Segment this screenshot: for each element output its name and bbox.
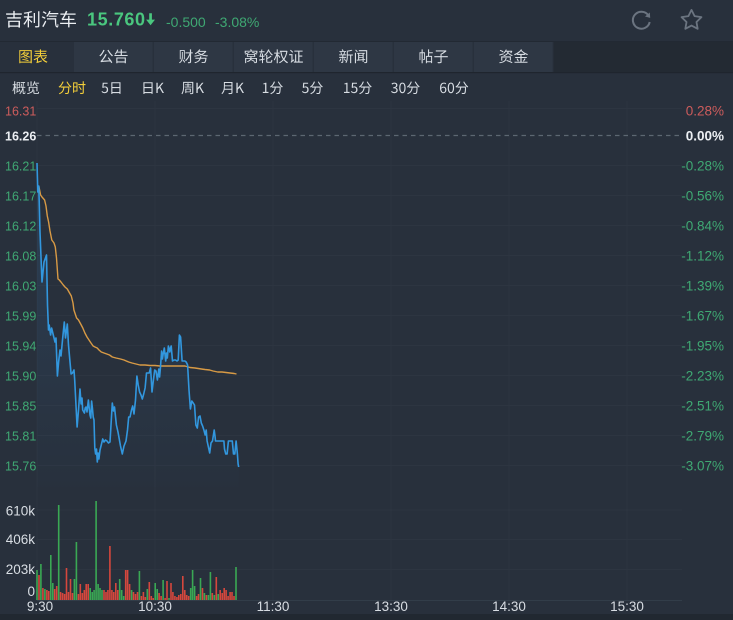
svg-text:-0.500: -0.500 [166,14,206,30]
svg-text:-0.56%: -0.56% [681,189,724,204]
svg-text:15.85: 15.85 [5,400,36,414]
svg-text:406k: 406k [6,532,36,547]
svg-text:610k: 610k [6,504,36,519]
svg-text:15.76: 15.76 [5,460,36,474]
svg-text:0.00%: 0.00% [686,129,724,144]
svg-text:16.03: 16.03 [5,280,36,294]
svg-text:0.28%: 0.28% [686,104,724,119]
svg-text:16.26: 16.26 [5,130,36,144]
svg-text:15.94: 15.94 [5,340,36,354]
svg-text:15.760: 15.760 [87,10,146,30]
svg-text:-2.23%: -2.23% [681,369,724,384]
svg-text:-2.79%: -2.79% [681,429,724,444]
svg-text:10:30: 10:30 [138,599,172,614]
svg-text:11:30: 11:30 [257,599,290,614]
svg-text:-2.51%: -2.51% [681,399,724,414]
svg-text:14:30: 14:30 [492,599,526,614]
svg-text:15.81: 15.81 [5,430,36,444]
svg-text:-0.84%: -0.84% [681,219,724,234]
svg-text:-1.12%: -1.12% [681,249,724,264]
svg-text:16.17: 16.17 [5,190,36,204]
svg-text:-3.07%: -3.07% [681,459,724,474]
svg-text:0: 0 [27,584,35,599]
svg-text:203k: 203k [6,562,36,577]
svg-text:15:30: 15:30 [610,599,644,614]
svg-text:16.08: 16.08 [5,250,36,264]
svg-text:16.12: 16.12 [5,220,36,234]
svg-text:-3.08%: -3.08% [215,14,259,30]
svg-text:15.90: 15.90 [5,370,36,384]
svg-text:13:30: 13:30 [374,599,408,614]
svg-text:9:30: 9:30 [27,599,53,614]
svg-text:15.99: 15.99 [5,310,36,324]
svg-text:16.31: 16.31 [5,105,36,119]
svg-text:-1.67%: -1.67% [681,309,724,324]
svg-text:16.21: 16.21 [5,160,36,174]
svg-text:-1.39%: -1.39% [681,279,724,294]
svg-text:-1.95%: -1.95% [681,339,724,354]
svg-text:-0.28%: -0.28% [681,159,724,174]
